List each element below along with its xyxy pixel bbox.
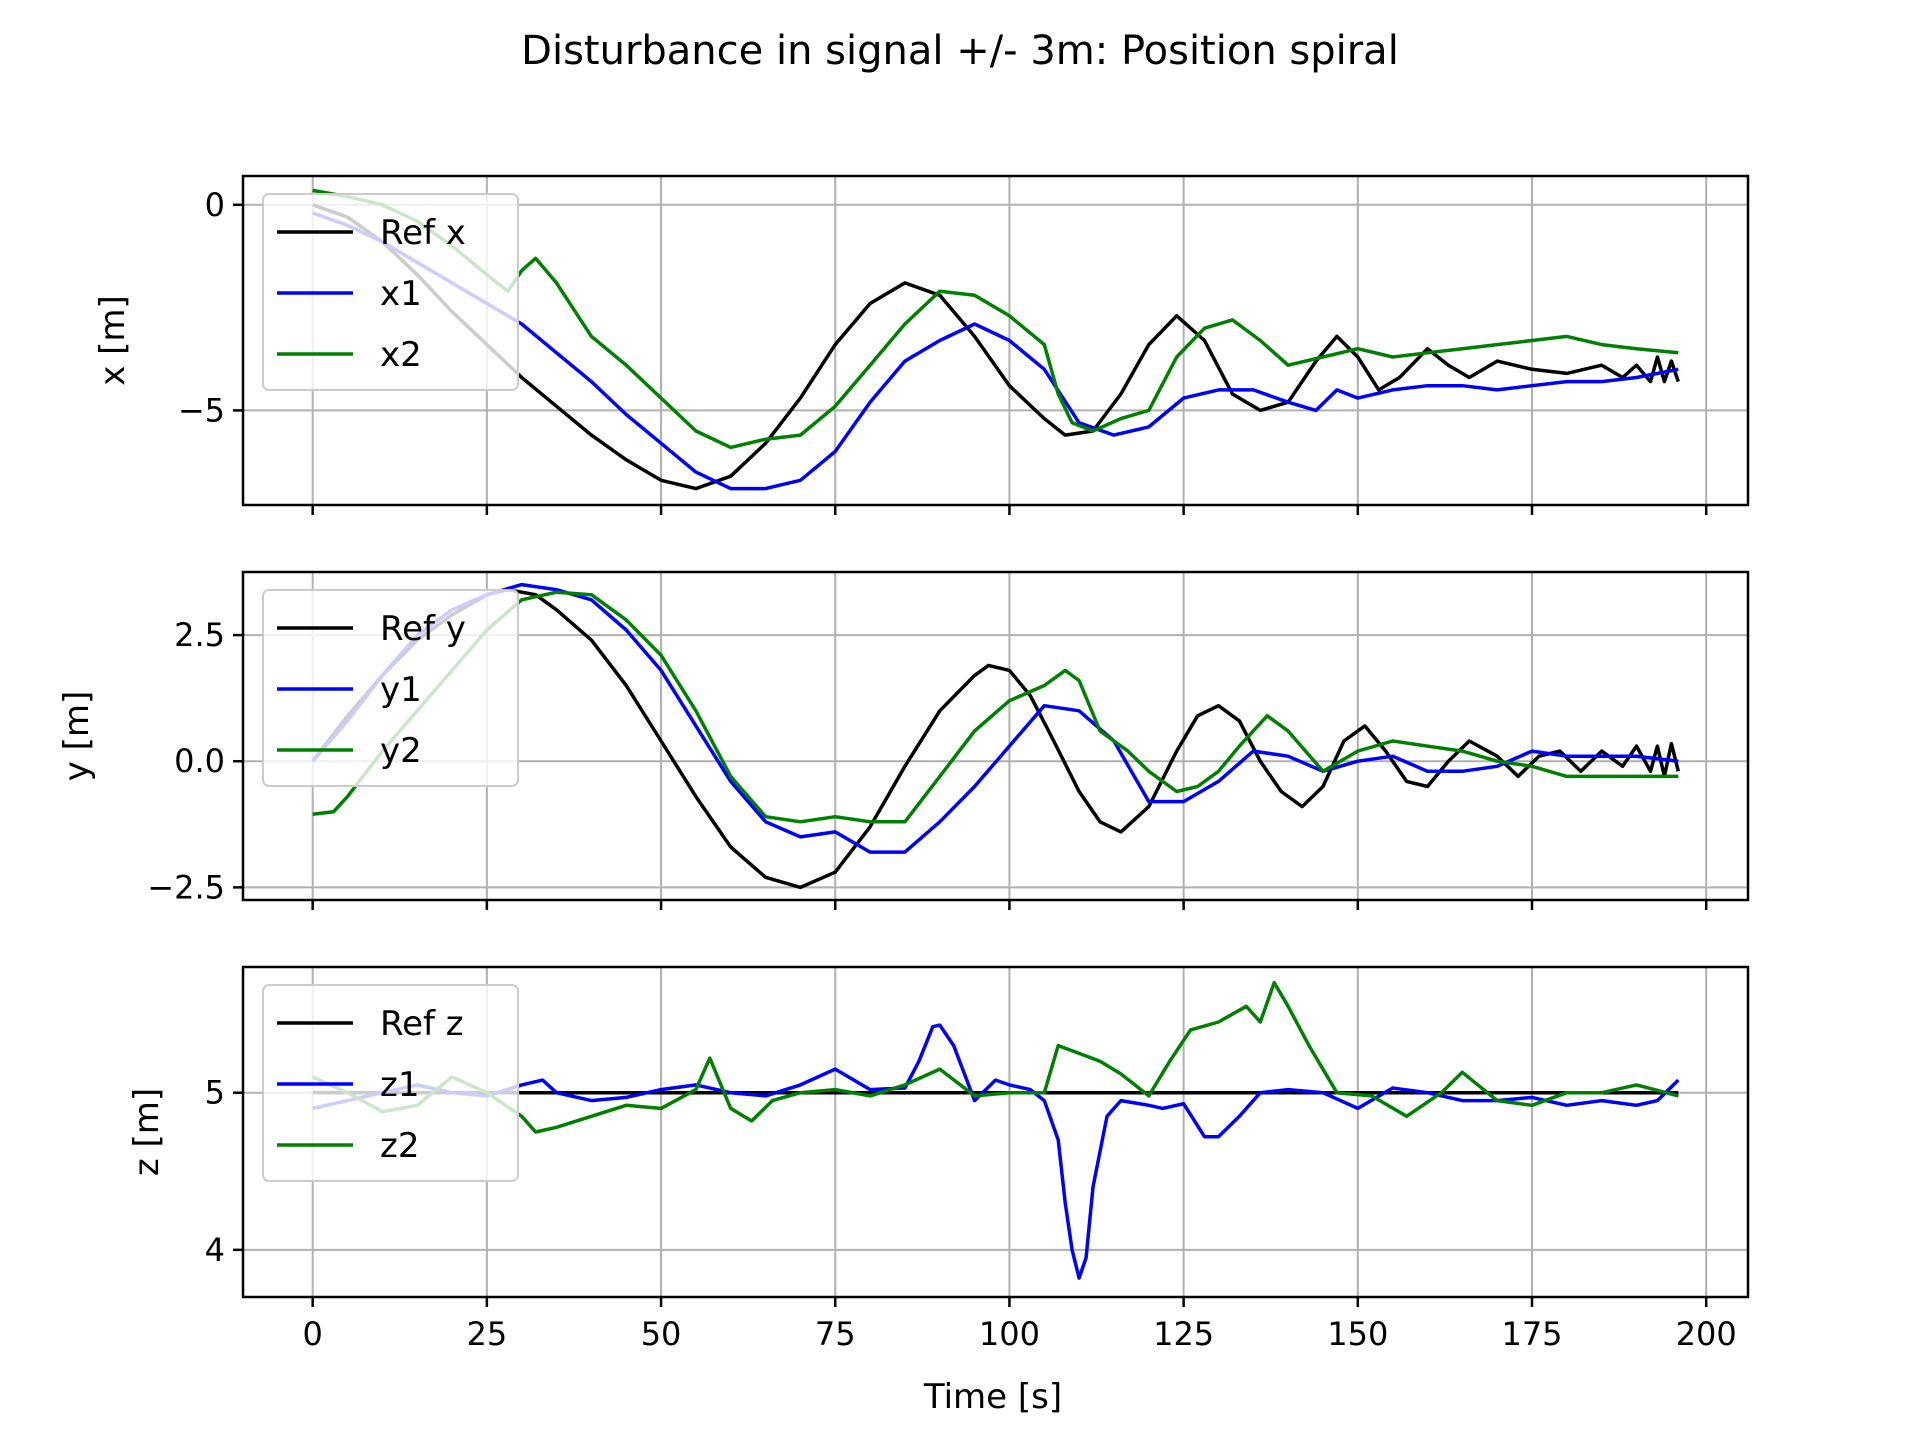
legend: Ref x x1 x2 (262, 193, 519, 391)
x-tick-label: 200 (1676, 1315, 1737, 1353)
series-group (311, 980, 1680, 1280)
series-group (312, 188, 1680, 491)
x-tick-label: 75 (815, 1315, 856, 1353)
x-tick-label: 175 (1501, 1315, 1562, 1353)
x-tick-label: 150 (1327, 1315, 1388, 1353)
legend: Ref y y1 y2 (262, 589, 519, 787)
legend-label: x2 (380, 335, 422, 375)
subplot-2: 2.5 0.0 −2.5 y [m] Ref y y1 y2 (57, 570, 1750, 910)
series-line-y2 (312, 590, 1679, 824)
y-axis-label: x [m] (93, 295, 133, 386)
series-line-z2 (311, 980, 1679, 1134)
x-axis-label: Time [s] (923, 1377, 1062, 1417)
legend-label: y2 (380, 731, 422, 771)
axes-frame (241, 570, 1750, 902)
y-tick-label: 2.5 (174, 616, 225, 654)
y-axis-label: y [m] (57, 691, 97, 782)
y-tick-label: −5 (178, 391, 225, 429)
legend-label: Ref z (380, 1004, 464, 1044)
y-tick-label: 4 (205, 1231, 225, 1269)
series-line-x1 (312, 211, 1679, 491)
y-tick-label: 5 (205, 1074, 225, 1112)
subplots-layer: 0 −5 x [m] Ref x x1 x2 2.5 0.0 −2.5 y [m] Ref y y1 y… (57, 174, 1750, 1353)
legend: Ref z z1 z2 (262, 984, 519, 1182)
legend-label: Ref y (380, 609, 466, 649)
subplot-1: 0 −5 x [m] Ref x x1 x2 (93, 174, 1750, 515)
x-tick-label: 25 (467, 1315, 508, 1353)
series-line-ref-x (312, 203, 1680, 491)
x-tick-label: 0 (302, 1315, 322, 1353)
x-tick-label: 50 (641, 1315, 682, 1353)
series-group (311, 582, 1680, 890)
legend-label: Ref x (380, 213, 466, 253)
y-axis-label: z [m] (127, 1088, 167, 1176)
axes-frame (241, 965, 1750, 1299)
x-tick-label: 125 (1153, 1315, 1214, 1353)
legend-label: y1 (380, 670, 422, 710)
series-line-y1 (311, 582, 1679, 854)
legend-box (262, 984, 519, 1182)
series-line-z1 (312, 1023, 1680, 1280)
chart-title: Disturbance in signal +/- 3m: Position s… (521, 28, 1399, 74)
x-tick-label: 100 (979, 1315, 1040, 1353)
legend-label: x1 (380, 274, 422, 314)
axes-frame (241, 174, 1750, 507)
series-line-x2 (312, 188, 1679, 450)
subplot-3: 0 25 50 75 100 125 150 175 200 5 4 z [m] Ref z z1 z2 (127, 965, 1750, 1353)
legend-label: z2 (380, 1126, 419, 1166)
y-tick-label: −2.5 (147, 868, 225, 906)
y-tick-label: 0.0 (174, 742, 225, 780)
legend-box (262, 589, 519, 787)
legend-label: z1 (380, 1065, 419, 1105)
y-tick-label: 0 (205, 186, 225, 224)
legend-box (262, 193, 519, 391)
